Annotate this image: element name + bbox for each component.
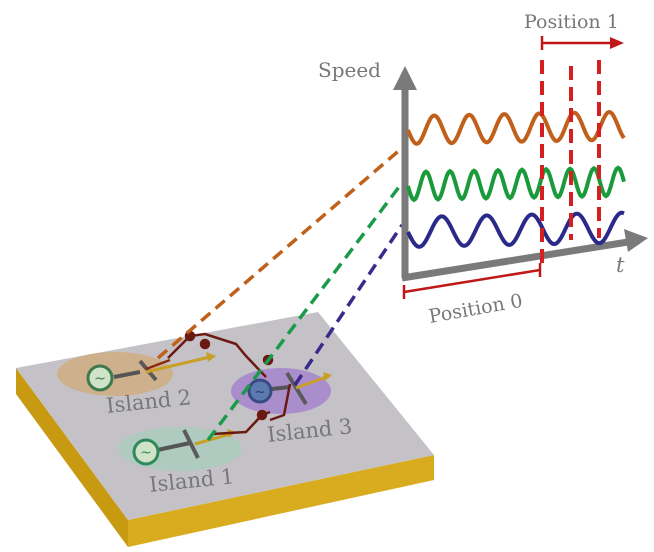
board [16, 312, 434, 547]
svg-text:~: ~ [140, 445, 152, 461]
island-3-generator-icon [247, 378, 273, 404]
speed-curves [406, 109, 626, 249]
svg-text:~: ~ [255, 385, 266, 400]
board-front-side [16, 368, 128, 547]
projection-island-1 [206, 181, 404, 442]
event-markers [540, 60, 601, 270]
y-axis-label: Speed [318, 58, 381, 82]
island-3: ~ [231, 368, 332, 414]
board-right-side [128, 455, 434, 547]
island-2: ~ [57, 352, 216, 396]
x-axis-arrowhead [624, 229, 648, 252]
speed-curve-island-2 [406, 109, 626, 146]
position-0-label: Position 0 [427, 290, 524, 328]
position-1-label: Position 1 [524, 11, 619, 33]
projection-lines [156, 146, 404, 442]
island-1-generator-icon [132, 438, 160, 466]
speed-curve-island-3 [406, 210, 625, 249]
x-axis [401, 238, 629, 282]
projection-island-3 [293, 224, 404, 386]
projection-island-2 [156, 146, 404, 360]
chart-axes: Speed t [318, 58, 648, 282]
island-2-generator-icon [86, 364, 114, 392]
x-axis-label: t [616, 253, 625, 277]
svg-text:~: ~ [94, 371, 106, 387]
position-1-bracket: Position 1 [524, 11, 624, 50]
y-axis-arrowhead [393, 66, 417, 90]
speed-curve-island-1 [406, 165, 626, 203]
